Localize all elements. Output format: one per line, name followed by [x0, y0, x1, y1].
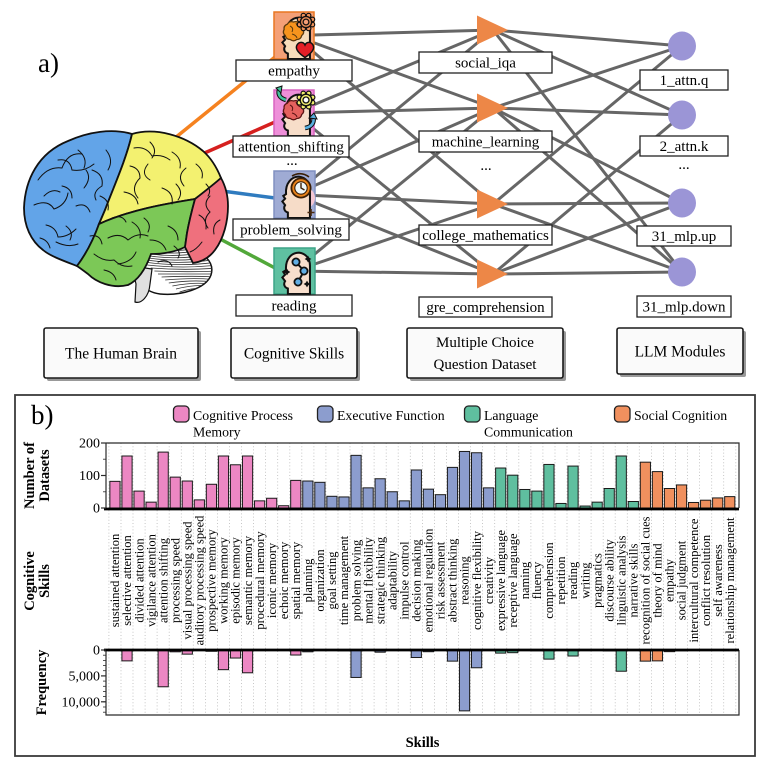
svg-text:recognition of social cues: recognition of social cues [639, 516, 653, 644]
svg-text:emotional regulation: emotional regulation [422, 528, 436, 633]
svg-text:Memory: Memory [193, 425, 241, 440]
svg-text:5,000: 5,000 [69, 669, 101, 684]
svg-text:31_mlp.up: 31_mlp.up [652, 229, 717, 245]
svg-text:Question Dataset: Question Dataset [434, 357, 538, 373]
svg-text:mental flexibility: mental flexibility [361, 537, 375, 624]
svg-text:31_mlp.down: 31_mlp.down [643, 300, 726, 316]
svg-text:Number of: Number of [22, 442, 38, 509]
svg-text:Language: Language [484, 408, 538, 423]
svg-text:repetition: repetition [554, 556, 568, 605]
svg-text:semantic memory: semantic memory [241, 535, 255, 625]
svg-text:theory of mind: theory of mind [651, 543, 665, 618]
svg-text:visual processing speed: visual processing speed [181, 521, 195, 640]
svg-text:empathy: empathy [663, 558, 677, 602]
svg-text:attention_shifting: attention_shifting [238, 140, 344, 156]
svg-text:writing: writing [578, 562, 592, 599]
svg-text:receptive language: receptive language [506, 533, 520, 627]
svg-text:sustained attention: sustained attention [108, 533, 122, 627]
svg-text:spatial memory: spatial memory [289, 541, 303, 619]
svg-text:1_attn.q: 1_attn.q [660, 73, 709, 89]
svg-text:Skills: Skills [37, 564, 53, 598]
svg-text:vigilance attention: vigilance attention [144, 533, 158, 626]
svg-text:decision making: decision making [410, 539, 424, 622]
svg-text:procedural memory: procedural memory [253, 531, 267, 630]
svg-text:The Human Brain: The Human Brain [65, 345, 177, 362]
svg-text:self awareness: self awareness [711, 544, 725, 617]
svg-text:impulse control: impulse control [398, 541, 412, 620]
svg-text:social judgment: social judgment [675, 540, 689, 620]
svg-text:...: ... [286, 153, 297, 169]
svg-text:reasoning: reasoning [458, 555, 472, 604]
svg-text:Cognitive Process: Cognitive Process [193, 408, 293, 423]
svg-text:goal setting: goal setting [325, 551, 339, 610]
svg-text:empathy: empathy [268, 64, 320, 80]
svg-text:echoic memory: echoic memory [277, 541, 291, 619]
svg-text:working memory: working memory [217, 537, 231, 624]
svg-text:auditory processing speed: auditory processing speed [193, 515, 207, 646]
svg-text:LLM Modules: LLM Modules [635, 343, 726, 360]
svg-text:strategic thinking: strategic thinking [373, 536, 387, 624]
svg-text:fluency: fluency [530, 561, 544, 599]
svg-text:divided attention: divided attention [132, 538, 146, 623]
svg-text:linguistic analysis: linguistic analysis [615, 535, 629, 625]
svg-text:social_iqa: social_iqa [455, 56, 516, 72]
svg-text:naming: naming [518, 561, 532, 599]
svg-text:abstract thinking: abstract thinking [446, 538, 460, 622]
svg-text:adaptability: adaptability [385, 550, 399, 610]
svg-text:Skills: Skills [406, 735, 440, 751]
svg-text:200: 200 [79, 437, 100, 452]
svg-text:reading: reading [272, 299, 317, 315]
svg-text:100: 100 [79, 469, 100, 484]
svg-text:selective attention: selective attention [120, 534, 134, 625]
svg-text:organization: organization [313, 549, 327, 612]
svg-text:machine_learning: machine_learning [432, 135, 540, 151]
svg-text:Multiple Choice: Multiple Choice [436, 335, 534, 351]
svg-text:0: 0 [93, 502, 100, 517]
svg-text:...: ... [678, 157, 689, 173]
svg-text:relationship management: relationship management [723, 517, 737, 644]
svg-text:a): a) [38, 48, 59, 78]
svg-text:problem_solving: problem_solving [240, 223, 342, 239]
svg-text:discourse ability: discourse ability [602, 539, 616, 622]
svg-text:episodic memory: episodic memory [229, 537, 243, 624]
svg-text:Cognitive Skills: Cognitive Skills [244, 345, 344, 362]
svg-text:pragmatics: pragmatics [590, 553, 604, 608]
svg-text:narrative skills: narrative skills [627, 543, 641, 617]
svg-text:Social Cognition: Social Cognition [634, 408, 727, 423]
svg-text:attention shifting: attention shifting [156, 537, 170, 623]
svg-text:conflict resolution: conflict resolution [699, 534, 713, 626]
svg-text:Communication: Communication [484, 425, 573, 440]
svg-text:college_mathematics: college_mathematics [422, 228, 549, 244]
svg-text:reading: reading [566, 561, 580, 599]
svg-text:cognitive flexibility: cognitive flexibility [470, 530, 484, 630]
svg-text:b): b) [31, 400, 54, 430]
svg-text:intercultural competence: intercultural competence [687, 518, 701, 642]
svg-text:prospective memory: prospective memory [205, 529, 219, 632]
svg-text:iconic memory: iconic memory [265, 542, 279, 618]
svg-text:0: 0 [93, 644, 100, 659]
svg-text:Frequency: Frequency [34, 649, 50, 716]
svg-text:Datasets: Datasets [37, 449, 53, 502]
svg-text:Cognitive: Cognitive [22, 551, 38, 611]
svg-text:risk assessment: risk assessment [434, 541, 448, 619]
svg-text:...: ... [480, 158, 491, 174]
svg-text:10,000: 10,000 [62, 695, 101, 710]
svg-text:planning: planning [301, 558, 315, 602]
svg-text:comprehension: comprehension [542, 542, 556, 619]
svg-text:gre_comprehension: gre_comprehension [426, 300, 545, 316]
svg-text:expressive language: expressive language [494, 530, 508, 631]
svg-text:problem solving: problem solving [349, 539, 363, 621]
svg-text:2_attn.k: 2_attn.k [660, 139, 709, 155]
svg-text:time management: time management [337, 535, 351, 625]
svg-text:processing speed: processing speed [168, 537, 182, 623]
svg-text:creativity: creativity [482, 556, 496, 604]
svg-text:Executive Function: Executive Function [337, 408, 445, 423]
